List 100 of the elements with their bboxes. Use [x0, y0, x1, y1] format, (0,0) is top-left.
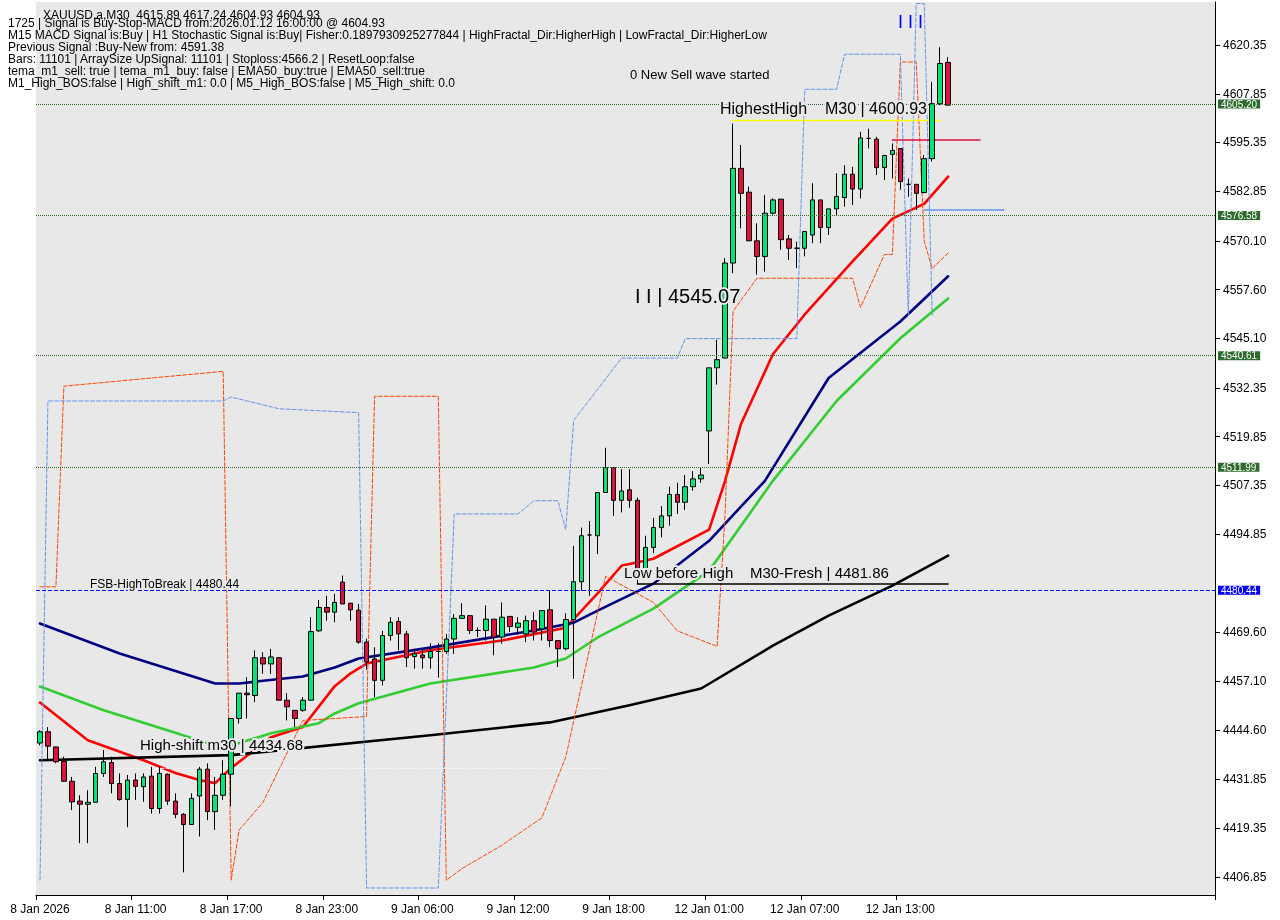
- candlestick: [762, 194, 768, 273]
- candlestick: [842, 164, 847, 208]
- candlestick: [436, 642, 441, 679]
- candlestick: [292, 709, 298, 728]
- candlestick: [706, 367, 712, 465]
- candlestick: [882, 154, 887, 181]
- ref-line-label: 4511.99: [1221, 461, 1257, 473]
- candlestick: [197, 766, 202, 838]
- candlestick: [874, 136, 879, 176]
- candlestick: [810, 182, 815, 244]
- candlestick: [125, 774, 130, 828]
- candlestick: [69, 776, 75, 811]
- candlestick: [914, 183, 919, 211]
- candlestick: [730, 123, 736, 274]
- candlestick: [117, 772, 122, 802]
- candlestick: [555, 640, 561, 668]
- candlestick: [220, 759, 226, 801]
- candlestick: [380, 630, 385, 686]
- candlestick: [372, 646, 377, 698]
- candlestick: [268, 648, 274, 675]
- x-tick-label: 12 Jan 13:00: [865, 902, 936, 916]
- x-tick-label: 12 Jan 01:00: [674, 902, 745, 916]
- ref-line-label: 4605.20: [1221, 98, 1258, 110]
- y-tick-label: 4419.35: [1223, 821, 1267, 836]
- candlestick: [332, 593, 337, 623]
- x-tick-label: 8 Jan 11:00: [104, 902, 167, 916]
- candlestick: [348, 602, 353, 622]
- candlestick: [149, 766, 154, 815]
- x-tick-label: 8 Jan 2026: [10, 902, 70, 916]
- candlestick: [698, 466, 704, 484]
- candlestick: [93, 766, 98, 803]
- y-tick-label: 4595.35: [1223, 135, 1267, 150]
- candlestick: [483, 605, 489, 642]
- candlestick: [236, 692, 242, 725]
- x-tick-label: 9 Jan 06:00: [391, 902, 455, 916]
- candlestick: [515, 616, 521, 636]
- candlestick: [260, 651, 266, 675]
- line-series: [38, 274, 950, 685]
- candlestick: [165, 772, 170, 806]
- candlestick: [929, 81, 935, 163]
- candlestick: [189, 792, 194, 826]
- candlestick: [173, 792, 178, 819]
- candlestick: [627, 468, 632, 509]
- candlestick: [404, 630, 409, 668]
- candlestick: [619, 468, 624, 513]
- candlestick: [324, 595, 330, 622]
- candlestick: [850, 166, 855, 206]
- y-tick-label: 4582.85: [1223, 184, 1267, 199]
- candlestick: [276, 656, 282, 701]
- y-tick-label: 4607.85: [1223, 86, 1267, 101]
- y-tick-label: 4444.60: [1223, 722, 1267, 737]
- candlestick: [690, 470, 696, 492]
- candlestick: [682, 474, 688, 511]
- candlestick: [802, 230, 807, 257]
- y-tick-label: 4532.35: [1223, 380, 1267, 395]
- candlestick: [157, 766, 162, 815]
- candlestick: [778, 198, 784, 251]
- candlestick: [133, 772, 138, 801]
- candlestick: [205, 762, 210, 821]
- candlestick: [786, 234, 792, 261]
- candlestick: [459, 602, 465, 620]
- candlestick: [921, 154, 927, 194]
- candlestick: [714, 339, 720, 386]
- ref-line-label: 4480.44: [1221, 584, 1258, 596]
- candlestick: [523, 615, 529, 643]
- y-tick-label: 4494.85: [1223, 527, 1267, 542]
- candlestick: [451, 613, 457, 655]
- candlestick: [563, 612, 569, 651]
- y-tick-label: 4545.10: [1223, 331, 1267, 346]
- candlestick: [746, 186, 752, 242]
- candlestick: [898, 148, 903, 191]
- candlestick: [738, 144, 744, 229]
- candlestick: [659, 505, 664, 538]
- candlestick: [675, 482, 680, 515]
- candlestick: [754, 222, 760, 276]
- candlestick: [412, 648, 417, 670]
- candlestick: [181, 812, 186, 873]
- y-tick-label: 4406.85: [1223, 869, 1267, 884]
- candlestick: [388, 616, 393, 642]
- candlestick: [571, 545, 576, 680]
- ref-line-label: 4540.61: [1221, 350, 1258, 362]
- candlestick: [770, 197, 776, 216]
- candlestick: [467, 615, 473, 635]
- x-tick-label: 8 Jan 23:00: [295, 902, 359, 916]
- candlestick: [444, 633, 449, 655]
- candlestick: [937, 46, 943, 106]
- y-tick-label: 4570.10: [1223, 233, 1267, 248]
- candlestick: [945, 56, 951, 106]
- y-tick-label: 4557.60: [1223, 282, 1267, 297]
- candlestick: [531, 611, 537, 642]
- annotation: 0 New Sell wave started: [630, 67, 770, 83]
- candlestick: [428, 642, 433, 670]
- x-tick-label: 12 Jan 07:00: [770, 902, 840, 916]
- candlestick: [906, 178, 911, 198]
- candlestick: [818, 199, 823, 244]
- candlestick: [420, 649, 425, 670]
- candlestick: [587, 520, 592, 597]
- candlestick: [340, 575, 345, 605]
- candlestick: [794, 241, 800, 269]
- y-tick-label: 4620.35: [1223, 38, 1267, 53]
